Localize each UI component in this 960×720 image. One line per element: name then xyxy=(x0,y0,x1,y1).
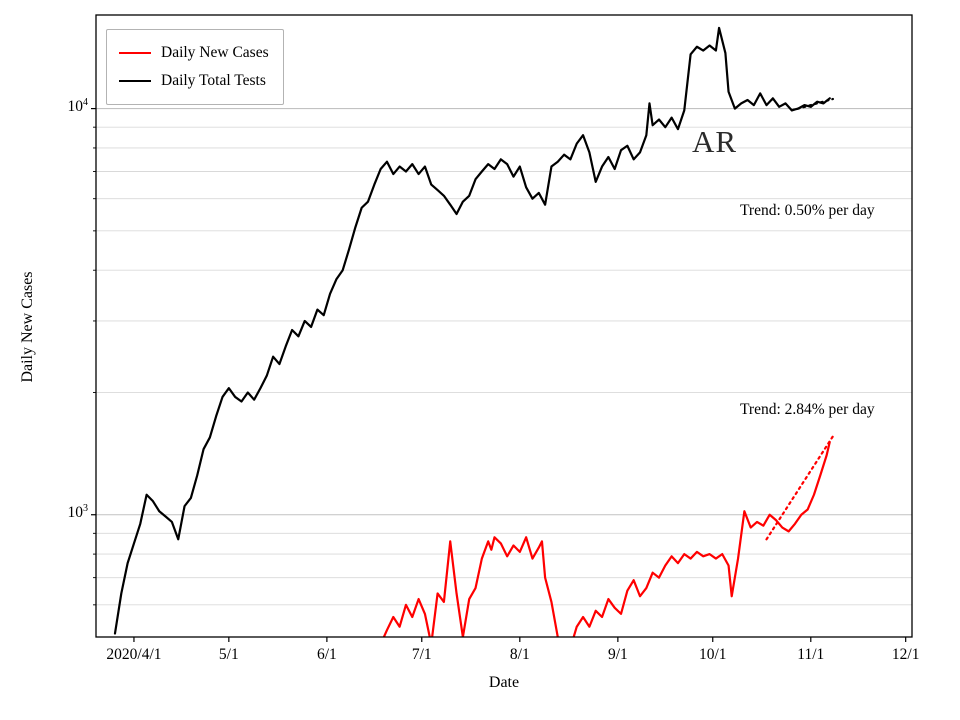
axis-tick-marks xyxy=(91,107,907,642)
x-tick-label: 12/1 xyxy=(891,646,920,663)
x-axis-title: Date xyxy=(488,674,520,691)
x-tick-label: 11/1 xyxy=(797,646,825,663)
red-line-icon xyxy=(119,52,151,54)
x-tick-label: 8/1 xyxy=(509,646,530,663)
trend-cases-annotation: Trend: 2.84% per day xyxy=(740,401,875,418)
x-tick-label: 10/1 xyxy=(698,646,727,663)
y-tick-label: 104 xyxy=(67,96,89,115)
legend: Daily New Cases Daily Total Tests xyxy=(106,29,284,105)
trend-tests-annotation: Trend: 0.50% per day xyxy=(740,202,875,219)
series-line-daily-total-tests xyxy=(113,26,831,635)
legend-label: Daily New Cases xyxy=(161,44,269,61)
trend-line-daily-new-cases xyxy=(765,435,835,541)
plot-border xyxy=(95,14,913,638)
x-tick-label: 2020/4/1 xyxy=(106,646,162,663)
legend-label: Daily Total Tests xyxy=(161,72,266,89)
grid-lines xyxy=(96,108,912,606)
series-lines xyxy=(113,26,831,637)
x-tick-label: 7/1 xyxy=(411,646,432,663)
x-tick-label: 9/1 xyxy=(607,646,628,663)
x-tick-label: 6/1 xyxy=(316,646,337,663)
series-line-daily-new-cases xyxy=(382,440,831,637)
y-tick-label: 103 xyxy=(67,502,89,521)
state-annotation: AR xyxy=(692,124,738,159)
legend-item-daily-total-tests: Daily Total Tests xyxy=(119,67,269,95)
legend-item-daily-new-cases: Daily New Cases xyxy=(119,39,269,67)
black-line-icon xyxy=(119,80,151,82)
y-axis-title: Daily New Cases xyxy=(19,271,36,383)
trend-lines xyxy=(765,97,835,541)
x-tick-label: 5/1 xyxy=(218,646,239,663)
